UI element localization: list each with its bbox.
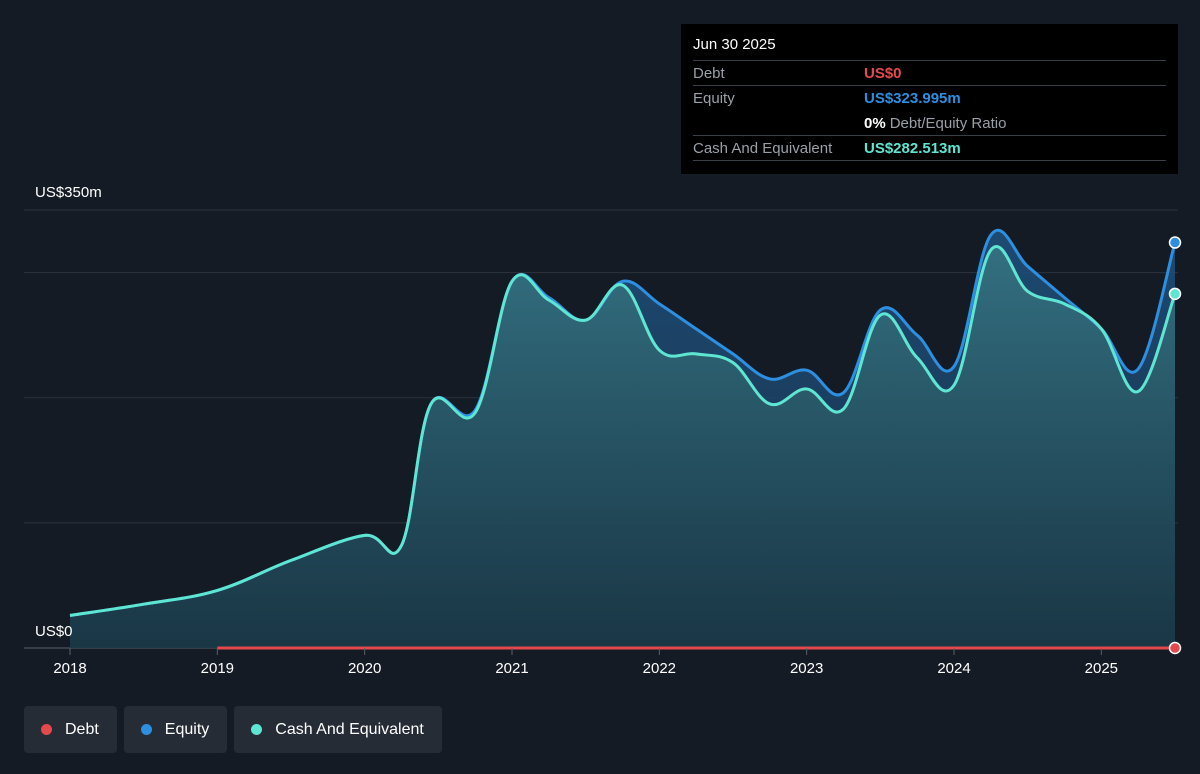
cash-end-point [1168,287,1182,301]
tooltip-row-equity: Equity US$323.995m [693,85,1166,110]
tooltip-ratio-label: Debt/Equity Ratio [889,114,1007,132]
legend-item-cash[interactable]: Cash And Equivalent [234,706,442,753]
x-tick-label: 2022 [643,660,676,677]
tooltip-row-cash: Cash And Equivalent US$282.513m [693,135,1166,161]
tooltip-equity-label: Equity [693,89,735,107]
cash-area [70,246,1175,648]
legend: Debt Equity Cash And Equivalent [24,706,442,753]
axis-layer: 2018 2019 2020 2021 2022 2023 2024 2025 [53,648,1118,677]
legend-dot-cash [251,724,263,735]
tooltip: Jun 30 2025 Debt US$0 Equity US$323.995m… [681,24,1178,174]
tooltip-ratio-value: 0% [864,114,886,132]
x-tick-label: 2025 [1085,660,1118,677]
cash-line [69,245,1177,617]
legend-dot-debt [41,724,52,735]
tooltip-row-ratio: 0% Debt/Equity Ratio [693,110,1166,135]
tooltip-row-debt: Debt US$0 [693,60,1166,85]
equity-end-point [1168,236,1182,249]
area-layer [70,230,1175,649]
y-axis-label-bottom: US$0 [35,623,73,640]
legend-item-equity[interactable]: Equity [123,706,228,753]
legend-label-cash: Cash And Equivalent [275,720,424,738]
x-tick-label: 2019 [201,660,234,677]
tooltip-debt-label: Debt [693,64,725,82]
x-tick-label: 2018 [53,660,86,677]
legend-dot-equity [140,724,152,735]
x-tick-label: 2021 [495,660,528,677]
line-layer [69,228,1182,655]
x-tick-label: 2020 [348,660,381,677]
tooltip-cash-label: Cash And Equivalent [693,139,833,157]
tooltip-debt-value: US$0 [864,64,902,82]
x-tick-label: 2024 [937,660,970,677]
debt-end-point [1168,641,1182,655]
tooltip-equity-value: US$323.995m [864,89,961,107]
tooltip-cash-value: US$282.513m [864,139,961,157]
y-axis-label-top: US$350m [35,184,102,201]
x-tick-label: 2023 [790,660,823,677]
legend-item-debt[interactable]: Debt [24,706,117,753]
legend-label-debt: Debt [65,720,99,738]
tooltip-date: Jun 30 2025 [693,36,776,53]
legend-label-equity: Equity [164,720,210,738]
